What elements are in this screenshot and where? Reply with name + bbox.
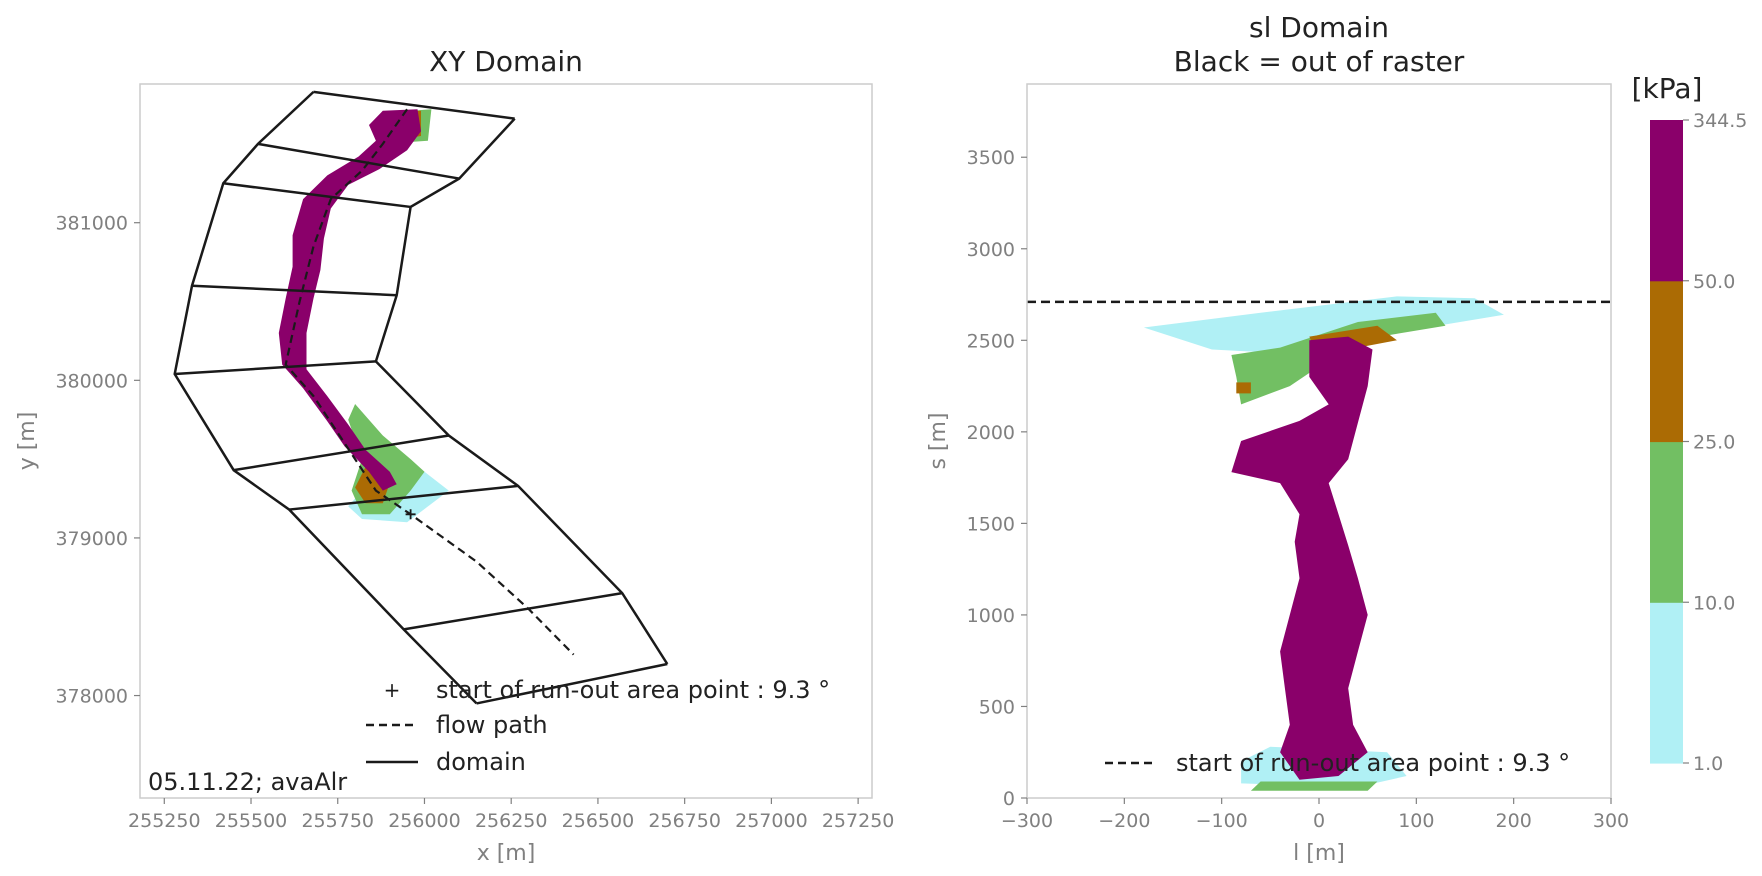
- sl-y-tick-label: 500: [979, 696, 1015, 718]
- sl-y-tick-label: 2000: [967, 422, 1015, 444]
- xy-legend-domain: domain: [436, 748, 526, 776]
- sl-x-tick-label: −100: [1196, 810, 1248, 832]
- domain-cross-line: [191, 284, 397, 297]
- sl-y-ticks: 0 500 1000 1500 2000 2500 3000 3500: [967, 147, 1027, 810]
- flow-path-line: [284, 108, 575, 656]
- colorbar-tick-label: 1.0: [1693, 753, 1723, 775]
- xy-domain-lines: [173, 90, 669, 705]
- sl-legend-start-point: start of run-out area point : 9.3 °: [1176, 749, 1570, 777]
- colorbar-tick-label: 25.0: [1693, 432, 1735, 454]
- annotation-box: [142, 766, 360, 796]
- sl-pressure-band: [1236, 382, 1251, 394]
- domain-cross-line: [403, 591, 623, 631]
- xy-y-tick-label: 379000: [55, 528, 128, 550]
- sl-panel-title: sl Domain: [1249, 11, 1389, 44]
- domain-cross-line: [233, 434, 449, 472]
- sl-pressure-band: [1143, 296, 1504, 354]
- domain-cross-line: [223, 182, 411, 209]
- sl-y-tick-label: 0: [1003, 788, 1015, 810]
- xy-legend: + start of run-out area point : 9.3 ° fl…: [366, 676, 830, 776]
- xy-y-axis-label: y [m]: [15, 412, 40, 471]
- xy-y-tick-label: 380000: [55, 370, 128, 392]
- colorbar-tick-label: 10.0: [1693, 592, 1735, 614]
- sl-x-tick-label: −200: [1098, 810, 1150, 832]
- sl-y-axis-label: s [m]: [926, 412, 951, 469]
- xy-pressure-field: [278, 109, 449, 523]
- colorbar-segment: [1650, 441, 1683, 603]
- sl-x-ticks: −300 −200 −100 0 100 200 300: [1001, 798, 1629, 832]
- colorbar-ticks: 1.0 10.0 25.0 50.0 344.5: [1683, 110, 1747, 775]
- sl-y-tick-label: 2500: [967, 330, 1015, 352]
- sl-legend: start of run-out area point : 9.3 °: [1105, 749, 1570, 777]
- colorbar-segment: [1650, 120, 1683, 282]
- sl-y-tick-label: 3500: [967, 147, 1015, 169]
- sl-pressure-field: [1143, 296, 1504, 791]
- xy-y-tick-label: 381000: [55, 213, 128, 235]
- sl-x-tick-label: 200: [1496, 810, 1532, 832]
- sl-y-tick-label: 1000: [967, 605, 1015, 627]
- xy-x-axis-label: x [m]: [477, 841, 536, 866]
- colorbar: [kPa] 1.0 10.0 25.0 50.0 344.5: [1632, 72, 1748, 775]
- sl-pressure-band: [1250, 781, 1378, 791]
- xy-x-ticks: 255250 255500 255750 256000 256250 256500 2567…: [128, 798, 894, 832]
- xy-x-tick-label: 256250: [475, 810, 548, 832]
- xy-y-ticks: 378000 379000 380000 381000: [55, 213, 140, 708]
- sl-pressure-band: [1231, 336, 1373, 780]
- date-annotation: 05.11.22; avaAlr: [148, 768, 347, 796]
- colorbar-tick-label: 50.0: [1693, 271, 1735, 293]
- xy-x-tick-label: 256000: [388, 810, 461, 832]
- colorbar-segment: [1650, 602, 1683, 764]
- xy-y-tick-label: 378000: [55, 686, 128, 708]
- sl-y-tick-label: 1500: [967, 513, 1015, 535]
- domain-right-edge: [374, 117, 669, 665]
- xy-plot-frame: [139, 83, 873, 799]
- domain-cross-line: [174, 360, 376, 376]
- domain-cross-line: [257, 142, 460, 180]
- sl-x-tick-label: 300: [1593, 810, 1629, 832]
- xy-domain-panel: XY Domain 255250 255500 255750 256000 256250…: [15, 45, 894, 866]
- xy-x-tick-label: 257250: [822, 810, 895, 832]
- xy-pressure-band: [355, 467, 390, 504]
- colorbar-segments: [1650, 120, 1683, 764]
- colorbar-tick-label: 344.5: [1693, 110, 1747, 132]
- xy-legend-start-point: start of run-out area point : 9.3 °: [436, 676, 830, 704]
- domain-cross-line: [476, 662, 668, 705]
- sl-y-tick-label: 3000: [967, 239, 1015, 261]
- xy-x-tick-label: 255500: [215, 810, 288, 832]
- sl-panel-subtitle: Black = out of raster: [1174, 45, 1465, 78]
- xy-pressure-band: [278, 109, 421, 491]
- sl-x-tick-label: 100: [1398, 810, 1434, 832]
- xy-x-tick-label: 255250: [128, 810, 201, 832]
- sl-pressure-band: [1231, 312, 1446, 405]
- colorbar-segment: [1650, 280, 1683, 443]
- xy-x-tick-label: 256750: [648, 810, 721, 832]
- xy-x-tick-label: 257000: [735, 810, 808, 832]
- xy-x-tick-label: 256500: [562, 810, 635, 832]
- xy-panel-title: XY Domain: [429, 45, 583, 78]
- colorbar-label: [kPa]: [1632, 72, 1703, 105]
- xy-x-tick-label: 255750: [301, 810, 374, 832]
- domain-cross-line: [289, 484, 519, 511]
- start-point-marker: [405, 509, 416, 520]
- xy-legend-flow-path: flow path: [436, 711, 548, 739]
- sl-x-axis-label: l [m]: [1293, 841, 1345, 866]
- domain-cross-line: [313, 90, 515, 120]
- sl-x-tick-label: −300: [1001, 810, 1053, 832]
- sl-x-tick-label: 0: [1313, 810, 1325, 832]
- sl-domain-panel: sl Domain Black = out of raster −300 −200…: [926, 11, 1629, 866]
- legend-start-point-marker: +: [384, 678, 401, 702]
